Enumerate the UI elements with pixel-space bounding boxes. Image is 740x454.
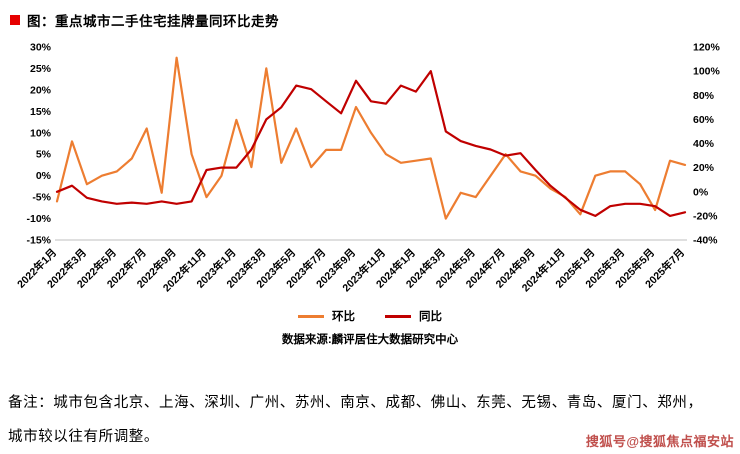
footnote-line-1: 备注：城市包含北京、上海、深圳、广州、苏州、南京、成都、佛山、东莞、无锡、青岛、… — [8, 395, 703, 411]
footnote: 备注：城市包含北京、上海、深圳、广州、苏州、南京、成都、佛山、东莞、无锡、青岛、… — [8, 386, 703, 454]
left-axis-tick-label: 30% — [30, 42, 52, 54]
legend-label-mom: 环比 — [332, 311, 355, 323]
left-axis-tick-label: 0% — [36, 170, 52, 182]
left-axis-tick-label: -15% — [26, 235, 51, 247]
chart-legend: 环比 同比 — [0, 308, 740, 324]
legend-item-yoy: 同比 — [385, 308, 442, 324]
right-axis-tick-label: -40% — [693, 235, 718, 247]
series-line-mom — [55, 56, 687, 220]
chart-title-row: 图：重点城市二手住宅挂牌量同环比走势 — [10, 10, 279, 30]
left-axis-tick-label: -10% — [26, 213, 51, 225]
left-axis-tick-label: 25% — [30, 63, 52, 75]
left-axis-tick-label: 20% — [30, 84, 52, 96]
right-axis-tick-label: 40% — [693, 138, 715, 150]
left-axis-tick-label: 5% — [36, 149, 52, 161]
right-axis-tick-label: 120% — [693, 42, 721, 54]
legend-line-mom — [298, 314, 324, 318]
legend-item-mom: 环比 — [298, 308, 355, 324]
right-axis-tick-label: 20% — [693, 162, 715, 174]
trend-chart: 30% 25% 20% 15% 10% 5% 0% -5% -10% -15% 120% 100% 80… — [14, 42, 721, 295]
watermark-text: 搜狐号@搜狐焦点福安站 — [585, 434, 734, 449]
right-axis-tick-label: 0% — [693, 186, 709, 198]
left-axis-tick-label: -5% — [32, 192, 51, 204]
footnote-line-2: 城市较以往有所调整。 — [8, 429, 159, 445]
right-axis-tick-label: -20% — [693, 210, 718, 222]
title-marker-square — [10, 15, 20, 25]
right-axis-tick-label: 60% — [693, 114, 715, 126]
right-axis-tick-label: 100% — [693, 66, 721, 78]
right-axis-tick-label: 80% — [693, 90, 715, 102]
series-line-yoy — [55, 69, 687, 217]
page-title: 图：重点城市二手住宅挂牌量同环比走势 — [27, 14, 279, 29]
legend-label-yoy: 同比 — [419, 311, 442, 323]
left-axis-tick-label: 15% — [30, 106, 52, 118]
left-axis-tick-label: 10% — [30, 127, 52, 139]
legend-line-yoy — [385, 314, 411, 318]
data-source-caption: 数据来源:麟评居住大数据研究中心 — [281, 334, 459, 346]
